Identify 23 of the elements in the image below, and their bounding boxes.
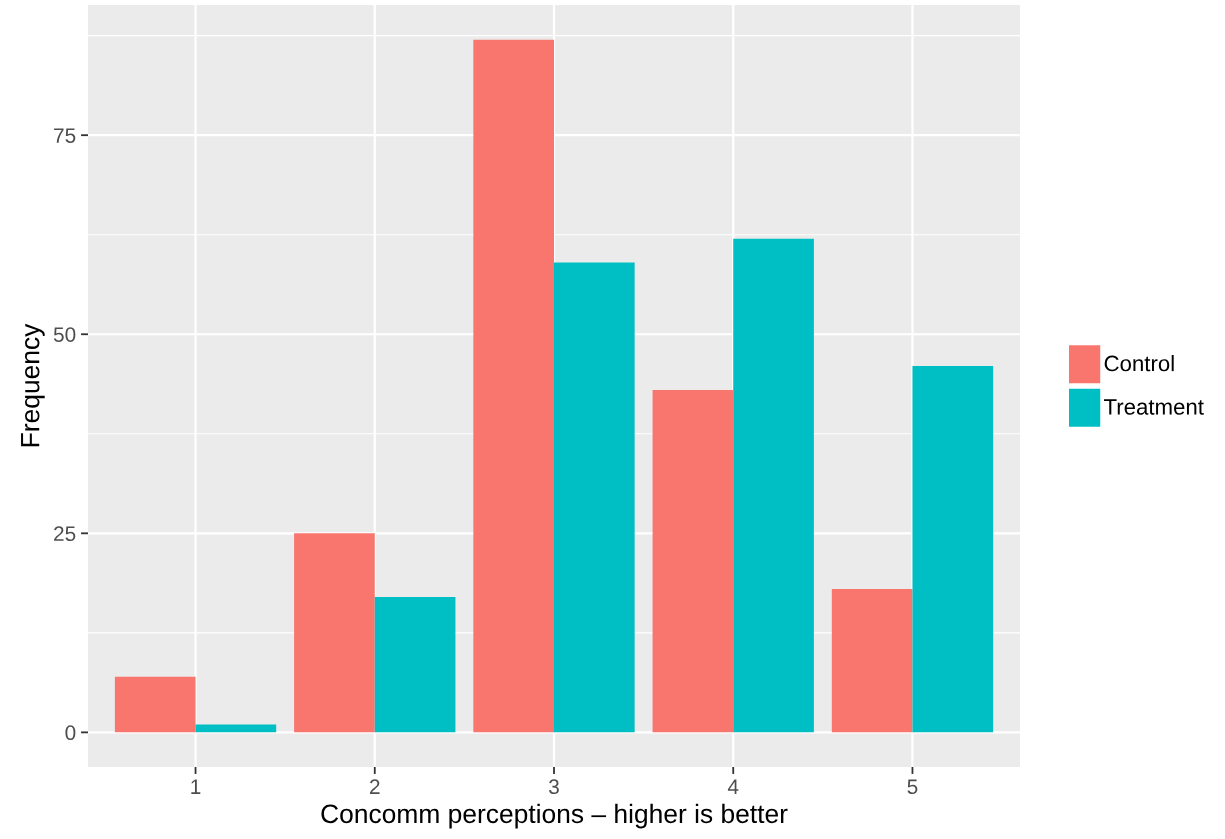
bar bbox=[652, 389, 734, 733]
bar bbox=[733, 238, 814, 733]
bar bbox=[114, 676, 196, 733]
x-tick-label: 5 bbox=[907, 779, 918, 795]
y-tick-label: 0 bbox=[65, 725, 76, 741]
x-tick-label: 1 bbox=[191, 779, 201, 794]
bar bbox=[294, 533, 375, 733]
legend-label: Treatment bbox=[1104, 399, 1204, 415]
x-tick-label: 3 bbox=[549, 779, 559, 795]
y-axis-title: Frequency bbox=[21, 323, 45, 447]
x-tick-label: 2 bbox=[370, 779, 380, 794]
bar bbox=[554, 262, 635, 733]
bar bbox=[374, 597, 456, 733]
bar bbox=[473, 39, 554, 733]
bar bbox=[195, 724, 277, 733]
bar bbox=[912, 366, 994, 733]
y-tick-label: 75 bbox=[54, 128, 76, 143]
y-tick-label: 25 bbox=[54, 526, 76, 542]
x-axis-title: Concomm perceptions – higher is better bbox=[321, 803, 788, 829]
legend-label: Control bbox=[1104, 355, 1174, 372]
bar bbox=[831, 589, 913, 733]
y-tick-label: 50 bbox=[53, 327, 76, 342]
x-tick-label: 4 bbox=[727, 779, 739, 794]
